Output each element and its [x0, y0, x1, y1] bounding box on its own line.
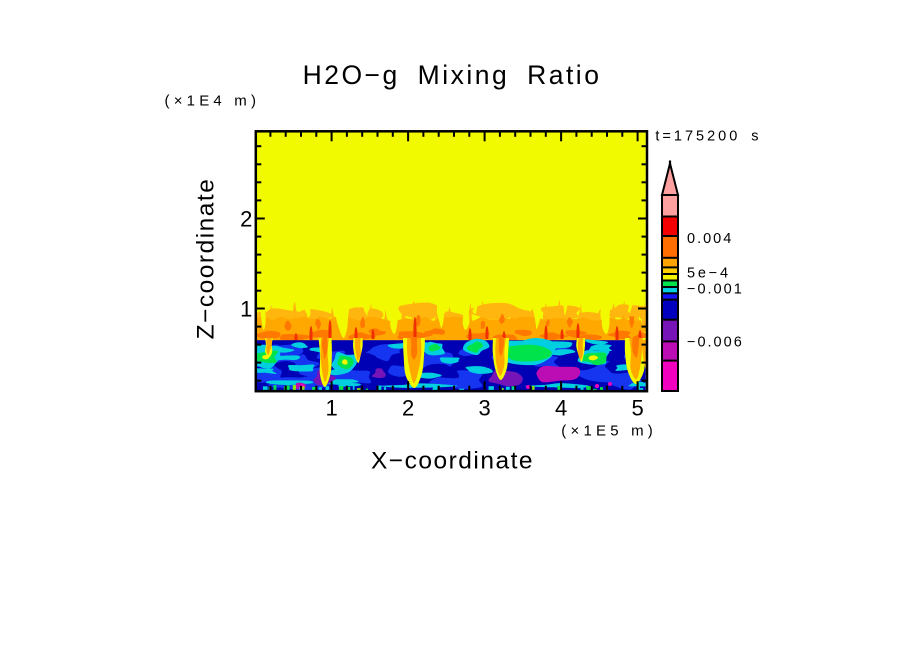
svg-text:1: 1	[325, 396, 337, 421]
svg-text:t=175200 s: t=175200 s	[655, 129, 761, 145]
svg-text:Z−coordinate: Z−coordinate	[193, 178, 220, 340]
svg-text:H2O−g Mixing Ratio: H2O−g Mixing Ratio	[303, 60, 602, 90]
svg-text:2: 2	[402, 396, 414, 421]
svg-text:5: 5	[631, 396, 643, 421]
svg-text:(×1E5 m): (×1E5 m)	[561, 423, 657, 440]
svg-text:2: 2	[240, 207, 252, 232]
svg-text:X−coordinate: X−coordinate	[371, 447, 534, 474]
svg-text:(×1E4 m): (×1E4 m)	[165, 93, 261, 110]
svg-text:1: 1	[240, 297, 252, 322]
svg-text:0.004: 0.004	[687, 231, 733, 247]
svg-text:3: 3	[478, 396, 490, 421]
svg-text:−0.001: −0.001	[687, 282, 744, 298]
svg-text:5e−4: 5e−4	[687, 266, 731, 282]
svg-text:−0.006: −0.006	[687, 334, 744, 350]
svg-text:4: 4	[555, 396, 567, 421]
